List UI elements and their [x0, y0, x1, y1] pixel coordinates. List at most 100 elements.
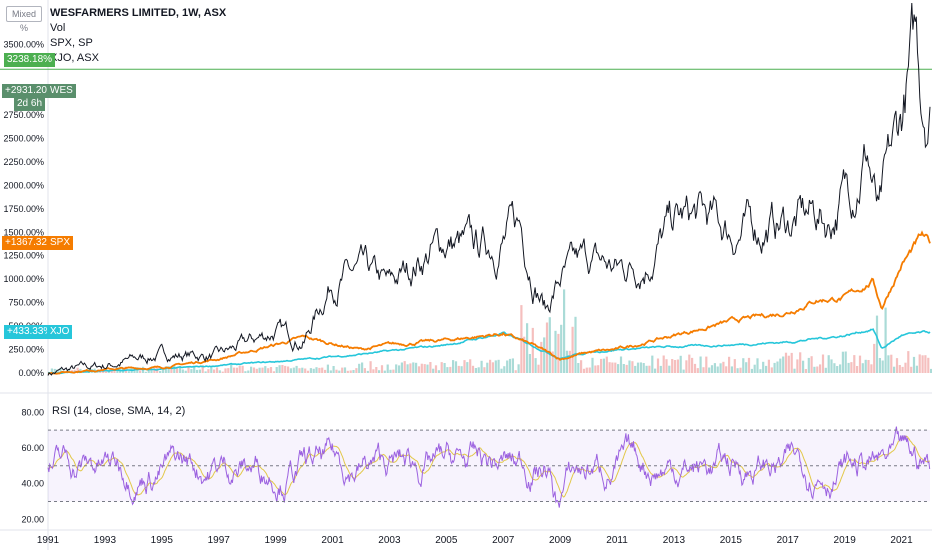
volume-bar [267, 368, 270, 373]
y-tick-label: 3500.00% [3, 40, 44, 50]
rsi-line[interactable] [47, 426, 931, 508]
volume-bar [261, 367, 264, 373]
volume-bar [321, 367, 324, 373]
x-tick-label: 1997 [208, 535, 231, 546]
volume-bar [204, 371, 207, 373]
volume-bar [787, 355, 790, 373]
wes-line[interactable] [47, 2, 931, 376]
volume-bar [551, 351, 554, 373]
volume-bar [255, 368, 258, 373]
volume-bar [915, 365, 918, 373]
volume-bar [355, 368, 358, 373]
volume-bar [736, 368, 739, 373]
volume-bar [173, 365, 176, 373]
volume-bar [139, 370, 142, 373]
volume-bar [181, 369, 184, 373]
x-tick-label: 2003 [378, 535, 401, 546]
volume-bar [275, 367, 278, 373]
volume-bar [446, 367, 449, 373]
volume-bar [770, 367, 773, 373]
volume-bar [585, 367, 588, 373]
y-tick-label: 2750.00% [3, 110, 44, 120]
y-tick-label: 250.00% [8, 345, 44, 355]
volume-bar [53, 368, 56, 373]
volume-bar [528, 354, 531, 373]
volume-bar [693, 363, 697, 373]
volume-bar [887, 355, 890, 373]
rsi-legend[interactable]: RSI (14, close, SMA, 14, 2) [52, 405, 186, 417]
x-tick-label: 2001 [321, 535, 344, 546]
volume-bar [534, 358, 537, 373]
volume-bar [426, 364, 429, 373]
volume-bar [449, 366, 452, 373]
volume-bar [170, 366, 173, 373]
volume-bar [710, 365, 714, 373]
volume-bar [144, 371, 147, 373]
mixed-percent-badge[interactable]: Mixed % [6, 6, 42, 33]
volume-bar [875, 315, 879, 373]
xjo-line[interactable] [47, 328, 931, 375]
volume-bar [881, 360, 884, 373]
volume-bar [614, 362, 617, 373]
spx-line[interactable] [47, 230, 931, 375]
volume-bar [893, 366, 896, 373]
volume-bar [659, 365, 662, 373]
x-tick-label: 2015 [720, 535, 743, 546]
volume-bar [147, 370, 150, 373]
legend-spx[interactable]: SPX, SP [50, 37, 93, 49]
volume-bar [722, 361, 725, 373]
volume-bar [927, 357, 930, 373]
volume-bar [289, 368, 292, 373]
volume-bar [380, 365, 384, 373]
volume-bar [412, 362, 415, 373]
volume-bar [67, 368, 71, 373]
volume-bar [580, 360, 583, 373]
wes-countdown-tag: 2d 6h [14, 97, 46, 111]
legend-vol[interactable]: Vol [50, 22, 66, 34]
volume-bar [807, 357, 810, 373]
xjo-name-tag: XJO [47, 325, 73, 339]
chart-legend: WESFARMERS LIMITED, 1W, ASX Vol SPX, SP … [50, 6, 226, 66]
x-tick-label: 1991 [37, 535, 60, 546]
volume-bar [847, 362, 850, 373]
volume-bar [548, 317, 551, 373]
volume-bar [127, 371, 130, 373]
volume-bar [850, 362, 853, 373]
x-tick-label: 2009 [549, 535, 572, 546]
volume-bar [588, 367, 591, 373]
volume-bar [76, 367, 79, 373]
volume-bar [440, 362, 443, 373]
volume-bar [656, 358, 660, 373]
volume-bar [608, 362, 611, 373]
volume-bar [796, 359, 799, 373]
volume-bar [654, 368, 657, 373]
legend-xjo[interactable]: XJO, ASX [50, 52, 99, 64]
volume-bar [500, 368, 503, 373]
volume-bar [423, 364, 426, 373]
volume-bar [437, 370, 440, 373]
volume-bar [395, 364, 398, 373]
volume-bar [79, 368, 82, 373]
legend-symbol[interactable]: WESFARMERS LIMITED, 1W, ASX [50, 7, 227, 19]
volume-bar [326, 364, 329, 373]
volume-bar [824, 367, 827, 373]
volume-bar [853, 355, 856, 373]
volume-bar [594, 365, 597, 373]
volume-bar [895, 358, 899, 373]
volume-bar [489, 359, 492, 373]
volume-bar [198, 369, 201, 373]
volume-bar [247, 370, 250, 373]
volume-bar [779, 358, 782, 373]
volume-bar [238, 365, 241, 373]
volume-bar [167, 366, 170, 373]
volume-bar [634, 365, 637, 373]
volume-bar [434, 365, 438, 373]
volume-bar [742, 358, 745, 373]
volume-bar [531, 327, 534, 373]
volume-bar [619, 356, 623, 373]
volume-bar [904, 362, 907, 373]
volume-bar [284, 365, 287, 373]
volume-bar [662, 355, 665, 373]
volume-bar [568, 350, 571, 373]
